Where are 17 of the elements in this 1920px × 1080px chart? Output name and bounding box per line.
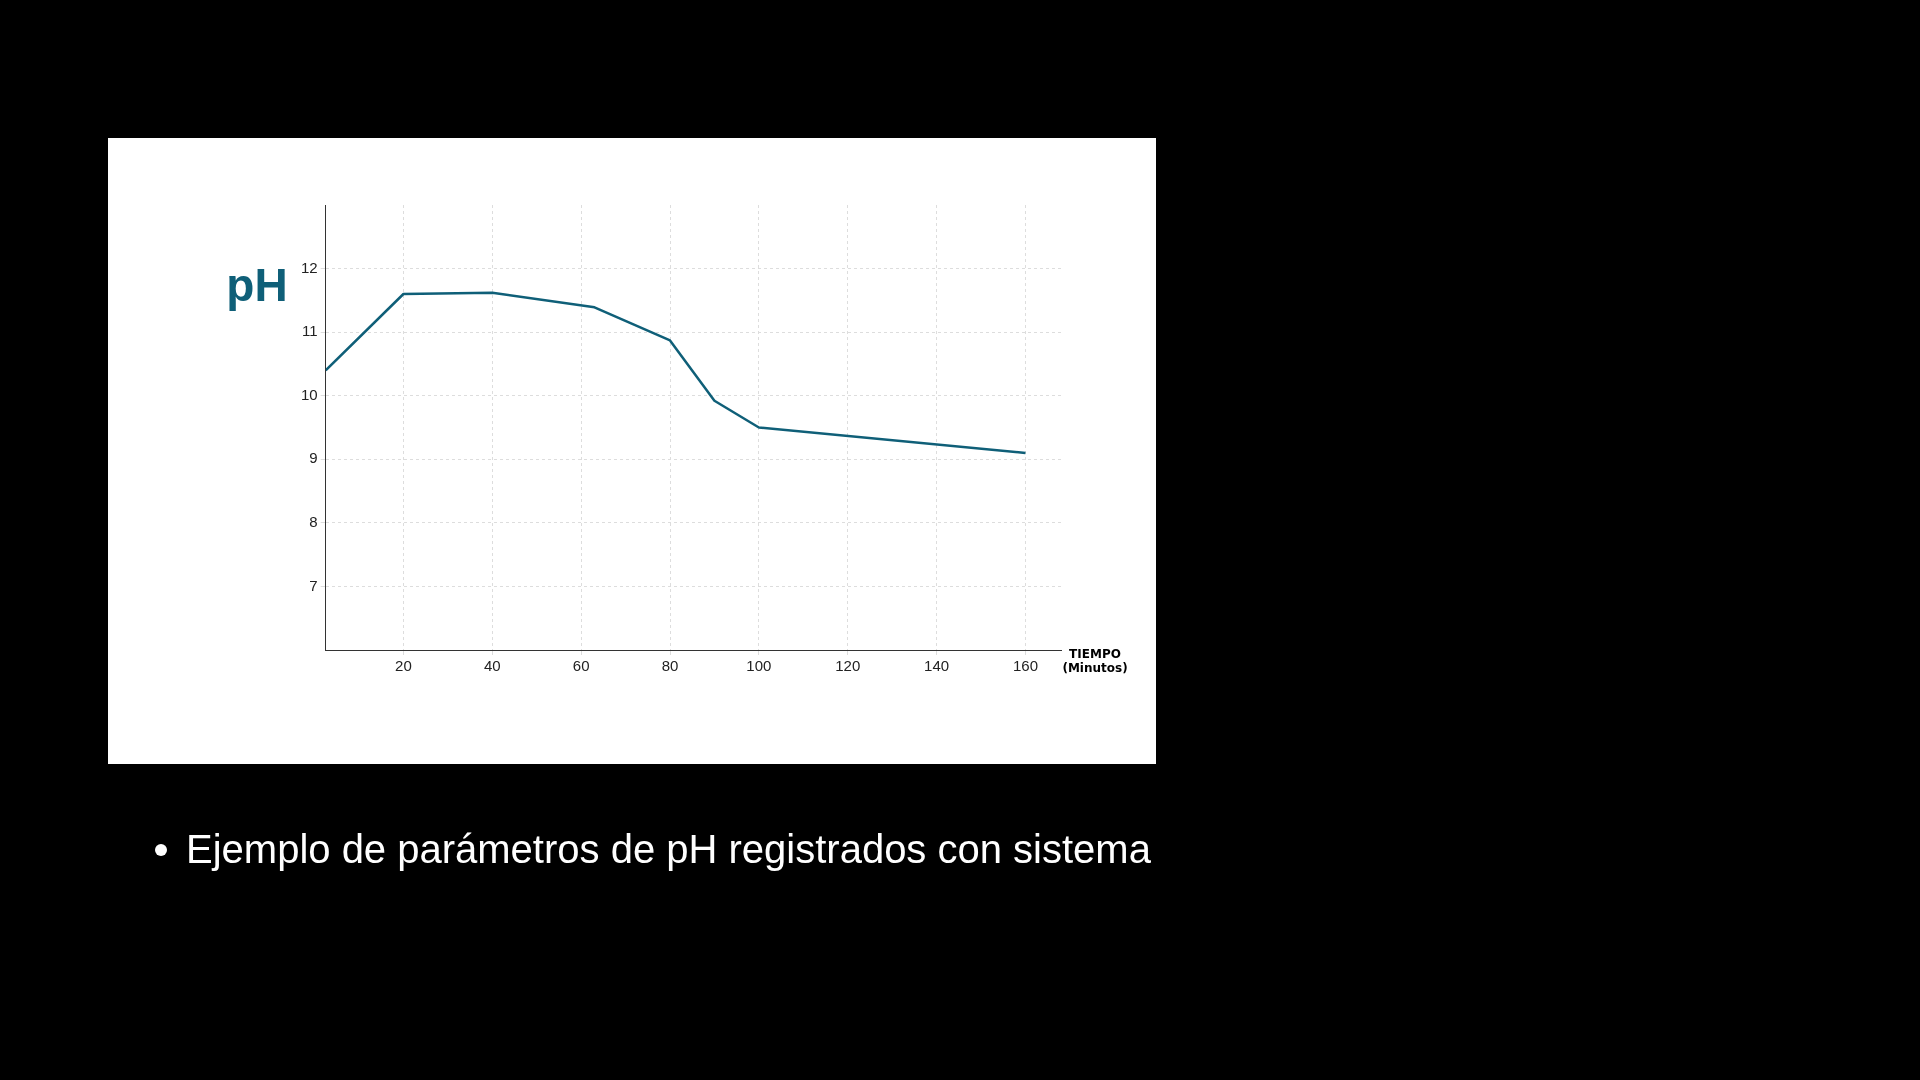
x-axis-title: TIEMPO (Minutos) — [1062, 647, 1128, 676]
y-tick-label: 11 — [302, 322, 318, 340]
y-tick-label: 7 — [309, 576, 318, 594]
text: Ejemplo de parámetros de pH registrados con sistema — [186, 827, 1151, 871]
y-axis-title: pH — [226, 259, 288, 312]
y-tick-label: 12 — [301, 258, 318, 276]
x-tick-label: 20 — [395, 657, 412, 675]
x-tick-label: 80 — [661, 657, 679, 675]
x-tick-label: 40 — [483, 657, 501, 675]
x-tick-label: 100 — [746, 657, 772, 675]
x-tick-label: 60 — [572, 657, 590, 675]
y-tick-label: 8 — [309, 513, 318, 530]
y-tick-label: 9 — [309, 449, 318, 467]
x-tick-label: 160 — [1012, 657, 1038, 675]
y-tick-label: 10 — [301, 385, 318, 403]
x-tick-label: 120 — [835, 657, 861, 675]
x-tick-label: 140 — [924, 657, 950, 675]
